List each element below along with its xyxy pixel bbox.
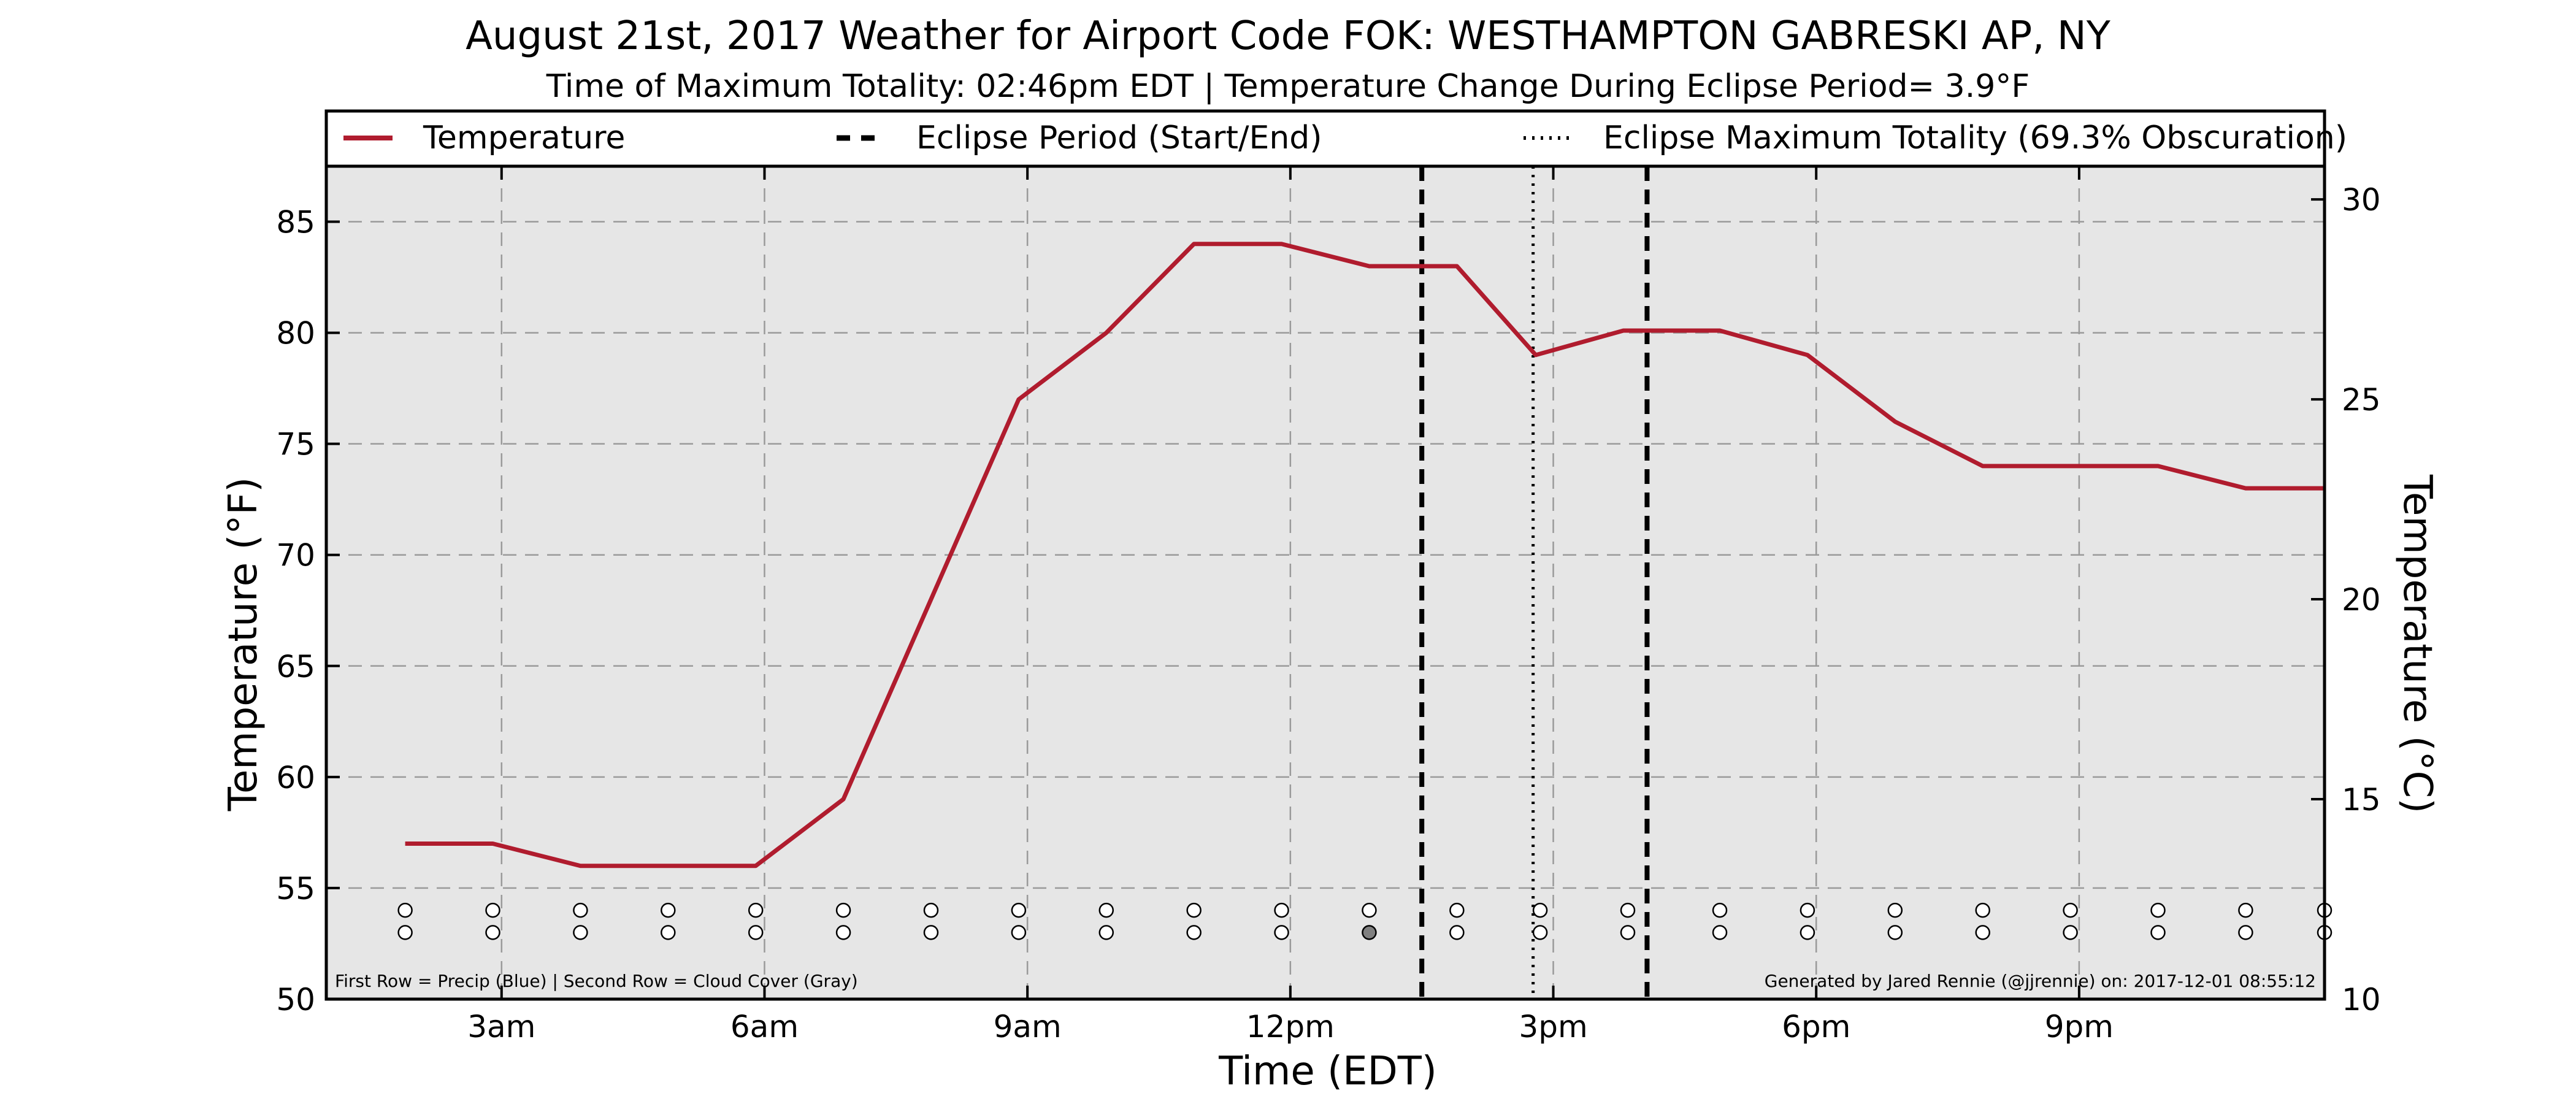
marker-precip [923, 902, 939, 918]
series-line-temperature [405, 242, 2325, 868]
marker-precip [835, 902, 851, 918]
y-tick-label-left: 55 [276, 871, 315, 907]
marker-cloud-cover [1011, 925, 1027, 940]
marker-precip [1098, 902, 1114, 918]
marker-cloud-cover [1975, 925, 1990, 940]
marker-precip [1887, 902, 1903, 918]
marker-cloud-cover [1532, 925, 1548, 940]
marker-rows [397, 902, 2333, 940]
y-tick-label-left: 75 [276, 427, 315, 462]
marker-cloud-cover [1712, 925, 1728, 940]
y-axis-label-right: Temperature (°C) [2394, 474, 2440, 813]
marker-cloud-cover [1449, 925, 1465, 940]
marker-precip [573, 902, 588, 918]
x-tick-label: 3am [467, 1009, 535, 1045]
marker-precip [1274, 902, 1289, 918]
marker-precip [1620, 902, 1636, 918]
marker-precip [1800, 902, 1815, 918]
marker-cloud-cover [1800, 925, 1815, 940]
annotation-generated-by: Generated by Jared Rennie (@jjrennie) on… [1765, 971, 2316, 991]
marker-cloud-cover [2238, 925, 2253, 940]
x-tick-label: 6pm [1782, 1009, 1850, 1045]
marker-cloud-cover [2150, 925, 2166, 940]
y-tick-label-right: 10 [2342, 982, 2381, 1018]
y-tick-label-right: 30 [2342, 182, 2381, 218]
marker-cloud-cover [1186, 925, 1202, 940]
marker-precip [2063, 902, 2078, 918]
y-tick-label-left: 80 [276, 316, 315, 351]
marker-cloud-cover [1098, 925, 1114, 940]
marker-precip [2238, 902, 2253, 918]
marker-precip [661, 902, 676, 918]
plot-background [326, 166, 2325, 999]
marker-cloud-cover [661, 925, 676, 940]
marker-cloud-cover [2063, 925, 2078, 940]
y-tick-label-right: 15 [2342, 782, 2381, 818]
marker-precip [397, 902, 413, 918]
grid-lines [326, 166, 2325, 999]
y-tick-label-right: 20 [2342, 582, 2381, 618]
eclipse-lines [1419, 166, 1650, 999]
x-tick-label: 9pm [2045, 1009, 2114, 1045]
legend: Temperature Eclipse Period (Start/End) E… [324, 109, 2347, 168]
annotation-row-legend: First Row = Precip (Blue) | Second Row =… [335, 971, 858, 991]
chart-subtitle: Time of Maximum Totality: 02:46pm EDT | … [546, 68, 2030, 105]
marker-precip [1186, 902, 1202, 918]
y-tick-label-left: 70 [276, 538, 315, 573]
marker-precip [1011, 902, 1027, 918]
temperature-series [405, 242, 2325, 868]
y-tick-label-left: 85 [276, 205, 315, 240]
marker-cloud-cover [1620, 925, 1636, 940]
marker-cloud-cover [397, 925, 413, 940]
marker-precip [2150, 902, 2166, 918]
y-tick-label-left: 65 [276, 649, 315, 684]
y-tick-label-right: 25 [2342, 382, 2381, 418]
marker-precip [485, 902, 500, 918]
legend-label-eclipse-period: Eclipse Period (Start/End) [916, 120, 1322, 156]
y-tick-label-left: 50 [276, 982, 315, 1018]
chart-title: August 21st, 2017 Weather for Airport Co… [466, 13, 2111, 59]
marker-cloud-cover [923, 925, 939, 940]
y-tick-label-left: 60 [276, 760, 315, 795]
marker-precip [1712, 902, 1728, 918]
y-axis-right: 10 15 20 25 30 [2311, 182, 2381, 1018]
marker-cloud-cover [485, 925, 500, 940]
x-tick-label: 3pm [1519, 1009, 1587, 1045]
marker-cloud-cover [1362, 925, 1377, 940]
x-tick-label: 12pm [1246, 1009, 1335, 1045]
x-axis: 3am 6am 9am 12pm 3pm 6pm 9pm [467, 166, 2114, 1045]
y-axis-left: 50 55 60 65 70 75 80 85 [276, 205, 340, 1018]
x-tick-label: 6am [730, 1009, 799, 1045]
marker-cloud-cover [1887, 925, 1903, 940]
legend-box [324, 109, 2326, 168]
legend-label-eclipse-max: Eclipse Maximum Totality (69.3% Obscurat… [1603, 120, 2347, 156]
legend-label-temperature: Temperature [423, 120, 625, 156]
marker-precip [1975, 902, 1990, 918]
marker-precip [748, 902, 764, 918]
marker-cloud-cover [748, 925, 764, 940]
x-tick-label: 9am [994, 1009, 1062, 1045]
marker-cloud-cover [573, 925, 588, 940]
marker-precip [1532, 902, 1548, 918]
x-axis-label: Time (EDT) [1218, 1049, 1437, 1094]
marker-precip [1362, 902, 1377, 918]
y-axis-label-left: Temperature (°F) [221, 477, 266, 812]
marker-precip [1449, 902, 1465, 918]
marker-cloud-cover [835, 925, 851, 940]
marker-cloud-cover [1274, 925, 1289, 940]
